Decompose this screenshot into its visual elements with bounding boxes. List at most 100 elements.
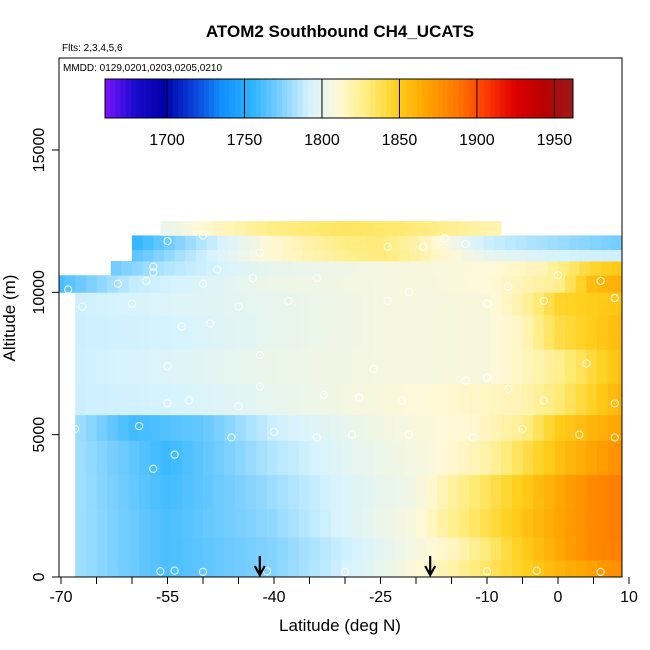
heatmap-cell — [270, 261, 282, 276]
heatmap-cell — [501, 292, 513, 316]
heatmap-cell — [511, 275, 523, 293]
heatmap-cell — [185, 235, 197, 251]
colorbar-segment — [281, 79, 288, 118]
heatmap-cell — [554, 292, 566, 316]
heatmap-cell — [213, 292, 225, 316]
sample-point — [575, 430, 584, 439]
heatmap-cell — [597, 383, 609, 416]
heatmap-cell — [416, 559, 428, 577]
heatmap-cell — [394, 414, 406, 441]
heatmap-cell — [160, 349, 172, 384]
heatmap-cell — [160, 537, 172, 561]
heatmap-cell — [238, 261, 250, 276]
heatmap-cell — [405, 474, 417, 510]
heatmap-cell — [75, 383, 87, 416]
heatmap-cell — [213, 315, 225, 350]
heatmap-cell — [352, 383, 364, 416]
sample-point — [248, 273, 257, 283]
heatmap-cell — [405, 349, 417, 384]
heatmap-cell — [440, 261, 452, 276]
heatmap-cell — [298, 537, 310, 561]
sample-point — [71, 424, 80, 434]
colorbar-segment — [193, 79, 200, 118]
heatmap-cell — [511, 440, 523, 475]
heatmap-cell — [447, 349, 459, 384]
heatmap-cell — [245, 414, 257, 441]
sample-point — [269, 427, 279, 436]
heatmap-cell — [245, 349, 257, 384]
heatmap-cell — [384, 383, 396, 416]
heatmap-cell — [629, 509, 640, 538]
colorbar-segment — [146, 79, 153, 118]
heatmap-cell — [430, 249, 442, 262]
heatmap-cell — [522, 474, 534, 510]
heatmap-cell — [213, 349, 225, 384]
heatmap-cell — [224, 559, 236, 577]
colorbar-segment — [406, 79, 413, 118]
heatmap-cell — [575, 414, 587, 441]
heatmap-cell — [266, 559, 278, 577]
heatmap-cell — [266, 537, 278, 561]
heatmap-cell — [309, 221, 321, 236]
heatmap-cell — [362, 537, 374, 561]
heatmap-cell — [266, 349, 278, 384]
heatmap-cell — [629, 315, 640, 350]
heatmap-cell — [330, 440, 342, 475]
heatmap-cell — [224, 508, 236, 538]
heatmap-cell — [298, 349, 310, 384]
heatmap-cell — [281, 249, 293, 262]
heatmap-cell — [607, 275, 619, 293]
heatmap-cell — [213, 383, 225, 416]
heatmap-cell — [501, 508, 513, 538]
heatmap-cell — [526, 261, 538, 276]
heatmap-cell — [398, 249, 410, 262]
colorbar-segment — [261, 79, 267, 118]
heatmap-cell — [139, 559, 151, 577]
heatmap-cell — [416, 440, 428, 475]
heatmap-cell — [192, 474, 204, 510]
sample-point — [553, 271, 563, 280]
heatmap-cell — [330, 508, 342, 538]
heatmap-cell — [160, 414, 172, 441]
colorbar-segment — [536, 79, 543, 118]
heatmap-cell — [320, 440, 332, 475]
heatmap-cell — [75, 440, 87, 475]
flight-sample-points — [63, 231, 619, 577]
heatmap-cell — [447, 275, 459, 293]
colorbar-tick-label: 1700 — [149, 132, 185, 149]
heatmap-cell — [447, 221, 459, 236]
heatmap-cell — [547, 261, 559, 276]
heatmap-cell — [451, 235, 463, 251]
heatmap-cell — [256, 349, 268, 384]
heatmap-cell — [107, 292, 119, 316]
heatmap-cell — [621, 249, 622, 262]
heatmap-cell — [618, 508, 622, 538]
heatmap-cell — [469, 414, 481, 441]
x-tick-label: 0 — [554, 589, 563, 606]
heatmap-cell — [149, 275, 161, 293]
heatmap-cell — [160, 474, 172, 510]
colorbar-segment — [557, 79, 564, 118]
heatmap-cell — [59, 275, 65, 293]
sample-point — [504, 384, 513, 394]
sample-point — [539, 296, 548, 306]
heatmap-cell — [504, 235, 516, 251]
heatmap-cell — [245, 221, 257, 236]
heatmap-cell — [256, 315, 268, 350]
heatmap-cell — [458, 440, 470, 475]
heatmap-cell — [426, 474, 438, 510]
heatmap-cell — [469, 275, 481, 293]
heatmap-cell — [313, 235, 325, 251]
heatmap-cell — [149, 414, 161, 441]
heatmap-cell — [586, 292, 598, 316]
heatmap-cell — [185, 249, 197, 262]
heatmap-cell — [309, 474, 321, 510]
heatmap-cell — [373, 440, 385, 475]
heatmap-cell — [224, 440, 236, 475]
heatmap-cell — [579, 261, 591, 276]
heatmap-cell — [515, 261, 527, 276]
heatmap-cell — [174, 261, 186, 276]
heatmap-cell — [565, 440, 577, 475]
heatmap-cell — [575, 559, 587, 577]
heatmap-cell — [75, 292, 87, 316]
